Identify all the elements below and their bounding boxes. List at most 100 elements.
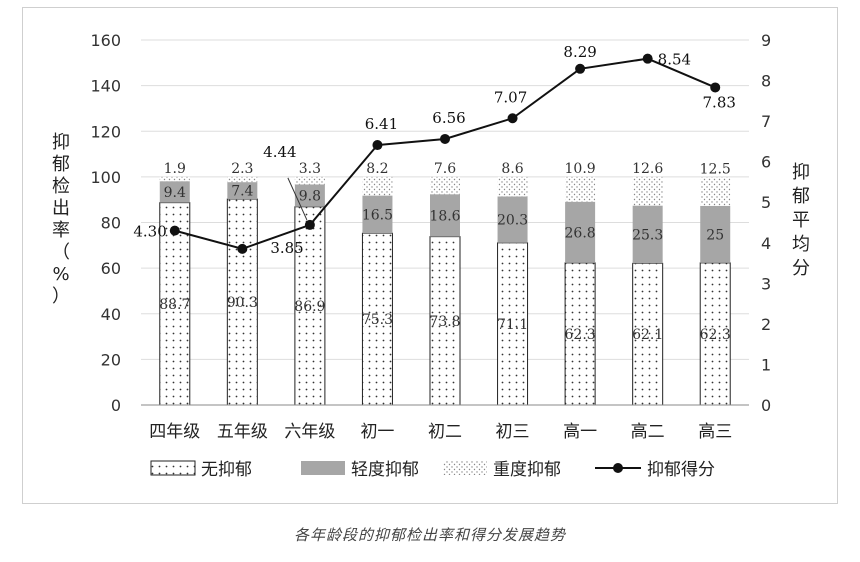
bar-severe — [632, 176, 663, 206]
legend-label: 无抑郁 — [201, 460, 252, 480]
bar-data-label: 16.5 — [362, 207, 393, 223]
bar-mild — [700, 205, 731, 263]
bar-severe — [497, 176, 528, 197]
bar-none — [294, 206, 326, 406]
y-right-title-char: 平 — [792, 210, 810, 231]
y-right-tick: 1 — [761, 355, 771, 374]
bar-data-label: 71.1 — [497, 317, 528, 333]
label-leader-line — [287, 177, 308, 221]
bar-mild — [227, 182, 258, 200]
y-left-title-char: 抑 — [52, 132, 70, 153]
y-left-title-char: 率 — [52, 220, 70, 241]
bar-mild — [362, 195, 393, 234]
y-left-tick: 0 — [111, 396, 121, 415]
bar-data-label: 9.8 — [299, 189, 321, 205]
score-point — [440, 133, 450, 144]
bar-severe — [159, 176, 190, 182]
bar-data-label: 88.7 — [159, 297, 190, 313]
bars — [159, 176, 731, 406]
chart-caption: 各年龄段的抑郁检出率和得分发展趋势 — [293, 526, 566, 544]
bar-data-label: 9.4 — [164, 185, 186, 201]
score-label: 7.07 — [494, 88, 527, 106]
depression-chart: 88.7 9.4 1.9 90.3 7.4 2.3 86.9 9.8 3.3 75.3 16.5 8.… — [52, 31, 810, 480]
x-tick-label: 四年级 — [149, 422, 200, 442]
score-point — [372, 140, 383, 151]
legend-swatch — [301, 461, 345, 475]
bar-none — [497, 242, 529, 406]
bar-severe — [700, 177, 731, 206]
chart-frame: 88.7 9.4 1.9 90.3 7.4 2.3 86.9 9.8 3.3 75.3 16.5 8.… — [22, 7, 838, 504]
bar-data-label: 7.4 — [231, 184, 253, 200]
bar-mild — [430, 194, 460, 237]
bar-data-label: 25.3 — [632, 227, 663, 243]
score-point — [507, 113, 518, 124]
y-left-tick: 140 — [90, 77, 121, 96]
legend-swatch — [150, 460, 196, 476]
y-left-title-char: 检 — [52, 176, 70, 197]
bar-data-label: 12.5 — [700, 161, 731, 177]
y-left-title-char: 出 — [52, 198, 70, 219]
score-point — [237, 243, 248, 254]
bar-severe — [565, 176, 596, 202]
y-left-tick: 80 — [101, 214, 121, 233]
score-line: 4.30 3.85 4.44 6.41 6.56 7.07 8.29 8.54 7.83 — [133, 43, 736, 257]
y-right-tick: 6 — [761, 153, 771, 172]
score-label: 3.85 — [270, 239, 303, 257]
y-left-tick: 40 — [101, 305, 121, 324]
legend-label: 抑郁得分 — [647, 460, 715, 480]
y-left-title-char: ） — [52, 286, 70, 307]
bar-data-label: 62.1 — [632, 327, 663, 343]
score-label: 7.83 — [703, 93, 736, 111]
x-tick-label: 高三 — [698, 422, 732, 442]
score-point — [575, 63, 586, 74]
bar-data-label: 75.3 — [362, 312, 393, 328]
bar-mild — [497, 196, 528, 243]
y-right-tick: 9 — [761, 31, 771, 50]
bar-data-label: 12.6 — [632, 161, 663, 177]
x-tick-label: 初二 — [428, 422, 462, 442]
x-tick-label: 初一 — [360, 422, 394, 442]
bar-none — [699, 262, 731, 406]
y-left-title-char: （ — [52, 242, 70, 263]
x-tick-label: 初三 — [496, 422, 530, 442]
bar-none — [226, 198, 258, 406]
bar-none — [429, 236, 461, 406]
x-tick-label: 五年级 — [217, 422, 268, 442]
bar-severe — [227, 176, 258, 183]
score-label: 8.29 — [563, 43, 596, 61]
score-label: 6.56 — [432, 109, 465, 127]
y-left-tick: 100 — [90, 168, 121, 187]
score-label: 8.54 — [658, 51, 691, 69]
bar-data-label: 73.8 — [429, 314, 460, 330]
y-right-title-char: 均 — [792, 234, 810, 255]
y-left-tick: 160 — [90, 31, 121, 50]
score-label: 4.30 — [133, 223, 166, 241]
y-right-title-char: 郁 — [792, 186, 810, 207]
bar-data-label: 62.3 — [700, 327, 731, 343]
score-point — [304, 219, 315, 230]
y-left-title: 抑郁检出率（%） — [52, 132, 70, 307]
y-left-title-char: 郁 — [52, 154, 70, 175]
y-left-tick: 60 — [101, 259, 121, 278]
bar-severe — [362, 176, 393, 196]
bar-data-label: 20.3 — [497, 213, 528, 229]
y-left-tick: 120 — [90, 122, 121, 141]
legend-label: 轻度抑郁 — [351, 460, 419, 480]
bar-mild — [294, 184, 325, 207]
legend-label: 重度抑郁 — [493, 460, 561, 480]
axes: 0 20 40 60 80 100 120 140 160 0 1 2 3 4 5 6 7 8 9 四年级 五年级 六年级… — [90, 31, 771, 442]
legend-line-marker — [613, 463, 623, 473]
legend: 无抑郁 轻度抑郁 重度抑郁 抑郁得分 — [150, 460, 715, 480]
bar-severe — [294, 176, 325, 185]
data-labels: 88.7 9.4 1.9 90.3 7.4 2.3 86.9 9.8 3.3 75.3 16.5 8.… — [159, 161, 731, 343]
bar-mild — [632, 205, 663, 264]
legend-swatch — [443, 461, 487, 475]
score-point — [642, 53, 653, 64]
bar-data-label: 90.3 — [227, 295, 258, 311]
bar-none — [564, 262, 596, 406]
y-right-tick: 2 — [761, 315, 771, 334]
y-right-tick: 3 — [761, 274, 771, 293]
bar-data-label: 86.9 — [294, 299, 325, 315]
x-tick-label: 高一 — [563, 422, 597, 442]
bar-data-label: 1.9 — [164, 161, 186, 177]
